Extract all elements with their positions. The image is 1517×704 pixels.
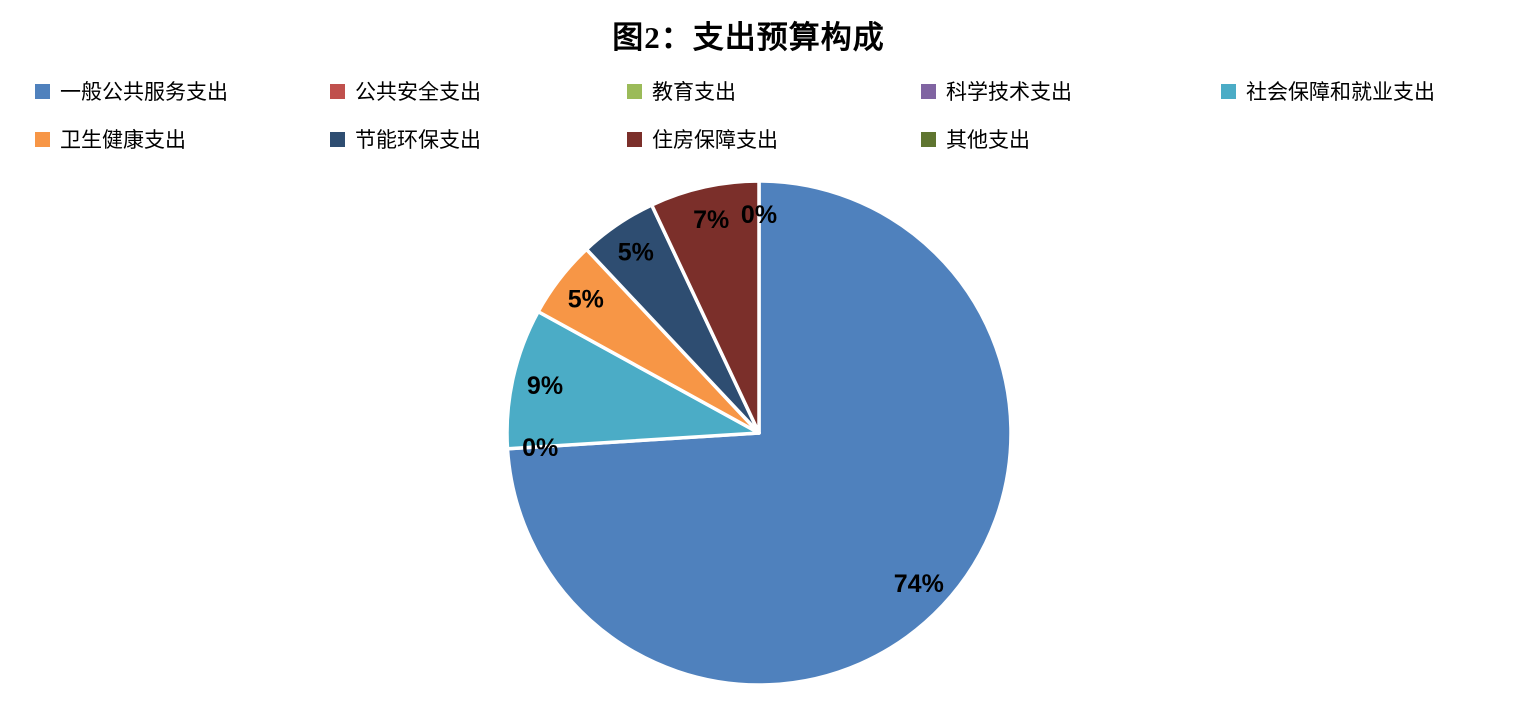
legend-swatch-square — [921, 131, 936, 147]
legend-swatch-square — [330, 131, 345, 147]
legend-label: 社会保障和就业支出 — [1246, 80, 1435, 104]
legend-item: 一般公共服务支出 — [35, 79, 228, 104]
legend-label: 公共安全支出 — [355, 80, 481, 104]
legend-label: 教育支出 — [652, 80, 736, 104]
pie-slice — [649, 179, 761, 435]
legend-item: 公共安全支出 — [330, 79, 481, 104]
legend-label: 一般公共服务支出 — [60, 80, 228, 104]
legend-label: 其他支出 — [946, 128, 1030, 152]
slice-percentage-label: 5% — [618, 239, 654, 267]
legend-swatch-square — [1221, 83, 1236, 99]
slice-percentage-label: 0% — [522, 434, 558, 462]
legend-label: 住房保障支出 — [652, 128, 778, 152]
slice-percentage-label: 7% — [693, 206, 729, 234]
legend-swatch-square — [330, 83, 345, 99]
legend-item: 社会保障和就业支出 — [1221, 79, 1435, 104]
legend-swatch-square — [627, 83, 642, 99]
legend-item: 住房保障支出 — [627, 127, 778, 152]
pie-slice — [505, 309, 761, 451]
legend-swatch-square — [627, 131, 642, 147]
legend-item: 节能环保支出 — [330, 127, 481, 152]
slice-percentage-label: 5% — [568, 286, 604, 314]
slice-percentage-label: 9% — [527, 372, 563, 400]
legend-label: 节能环保支出 — [355, 128, 481, 152]
legend-item: 教育支出 — [627, 79, 736, 104]
legend-item: 卫生健康支出 — [35, 127, 186, 152]
legend-swatch-square — [35, 131, 50, 147]
slice-percentage-label: 0% — [741, 201, 777, 229]
legend-label: 科学技术支出 — [946, 80, 1072, 104]
legend-swatch-square — [921, 83, 936, 99]
slice-percentage-label: 74% — [894, 570, 944, 598]
chart-title: 图2：支出预算构成 — [612, 20, 885, 55]
legend-item: 其他支出 — [921, 127, 1030, 152]
legend-swatch-square — [35, 83, 50, 99]
legend-label: 卫生健康支出 — [60, 128, 186, 152]
legend-item: 科学技术支出 — [921, 79, 1072, 104]
